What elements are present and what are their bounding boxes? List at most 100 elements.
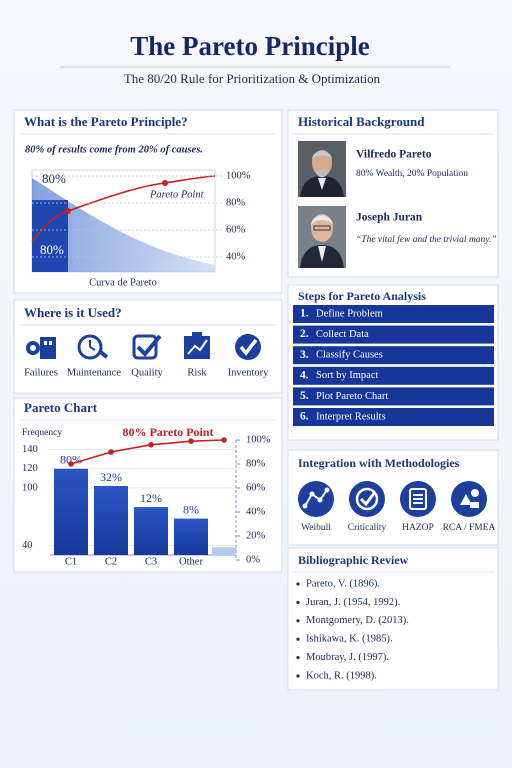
bullet xyxy=(296,582,300,586)
bar xyxy=(174,518,208,555)
method-label: Criticality xyxy=(348,523,387,533)
icon-hazop xyxy=(400,481,436,517)
reference: Koch, R. (1998). xyxy=(306,670,377,681)
step-number: 4. xyxy=(300,369,309,381)
card-title: What is the Pareto Principle? xyxy=(24,114,188,129)
step-number: 2. xyxy=(300,328,309,340)
bullet xyxy=(296,600,300,605)
x-tick-label: C3 xyxy=(145,556,157,567)
step-label: Define Problem xyxy=(316,308,383,319)
bar-label: 12% xyxy=(140,491,162,505)
bar xyxy=(94,486,128,555)
y2-tick-label: 60% xyxy=(246,482,266,493)
area xyxy=(32,178,215,272)
step-row xyxy=(293,305,494,323)
step-row xyxy=(293,325,494,344)
cumulative-curve xyxy=(31,175,216,243)
use-label: Inventory xyxy=(228,367,270,378)
y2-tick-label: 100% xyxy=(246,434,271,445)
label: 80% xyxy=(40,242,64,257)
y-tick-label: 100 xyxy=(22,482,38,493)
icon-criticality xyxy=(349,481,385,517)
y2-tick-label: 80% xyxy=(246,458,266,469)
label-group: Weibull Criticality HAZOP RCA / FMEA xyxy=(301,523,495,533)
step-label: Plot Pareto Chart xyxy=(316,391,388,402)
tick-label: 80% xyxy=(226,197,246,208)
bar xyxy=(54,468,88,555)
x-tick-label: C1 xyxy=(65,556,77,567)
card-title: Where is it Used? xyxy=(24,305,122,320)
step-number: 6. xyxy=(300,411,309,423)
person-text: “The vital few and the trivial many.” xyxy=(356,234,497,245)
cumulative-marker xyxy=(68,461,74,467)
y2-tick-label: 20% xyxy=(246,530,266,541)
marker xyxy=(65,208,71,214)
use-label: Failures xyxy=(24,367,58,378)
statement: 80% of results come from 20% of causes. xyxy=(25,144,203,155)
card-title: Historical Background xyxy=(298,114,425,129)
portrait xyxy=(298,141,346,197)
label: 80% xyxy=(42,171,66,186)
portrait xyxy=(298,206,346,268)
step-label: Interpret Results xyxy=(316,411,386,422)
marker xyxy=(162,180,168,186)
y-tick-label: 40 xyxy=(22,540,33,551)
caption: Curva de Pareto xyxy=(89,277,157,288)
method-label: RCA / FMEA xyxy=(443,523,496,533)
reference: Montgomery, D. (2013). xyxy=(306,615,409,626)
step-row xyxy=(293,387,494,406)
icon-risk xyxy=(184,332,210,359)
curve-chart: 80% Pareto Point 80% 100% 80% 60% 40% xyxy=(31,169,251,273)
cumulative-marker xyxy=(188,438,194,445)
tick-label: 100% xyxy=(226,170,251,181)
cumulative-marker xyxy=(148,442,154,448)
icon-weibull xyxy=(298,481,334,517)
bullet xyxy=(296,619,300,623)
use-label: Quality xyxy=(131,367,163,378)
icon-maintenance xyxy=(77,334,109,360)
card-title: Bibliographic Review xyxy=(298,553,409,567)
reference: Pareto, V. (1896). xyxy=(306,578,380,589)
bar xyxy=(134,507,168,555)
person-text: 80% Wealth, 20% Population xyxy=(356,169,468,179)
annotation: 80% Pareto Point xyxy=(122,425,213,439)
label-group: Failures Maintenance Quality Risk Inventory xyxy=(24,367,269,378)
x-tick-label: C2 xyxy=(105,556,117,567)
person-name: Vilfredo Pareto xyxy=(356,149,432,161)
bar-label: 8% xyxy=(183,502,199,516)
cumulative-marker xyxy=(221,437,227,443)
card-title: Integration with Methodologies xyxy=(298,456,460,470)
icon-inventory xyxy=(235,334,261,360)
icon-failures xyxy=(26,337,56,359)
reference: Juran, J. (1954, 1992). xyxy=(306,597,400,608)
page-subtitle: The 80/20 Rule for Prioritization & Opti… xyxy=(124,71,381,86)
method-label: HAZOP xyxy=(402,523,434,533)
tick-label: 40% xyxy=(226,251,246,262)
bullet xyxy=(296,656,300,660)
step-label: Collect Data xyxy=(316,329,369,340)
reference: Ishikawa, K. (1985). xyxy=(306,634,393,645)
axis-label: Frequency xyxy=(22,428,62,438)
person-name: Joseph Juran xyxy=(356,212,423,224)
y2-tick-label: 40% xyxy=(246,506,266,517)
reference: Moubray, J. (1997). xyxy=(306,652,389,663)
use-label: Risk xyxy=(187,367,207,378)
method-label: Weibull xyxy=(301,523,331,533)
pareto-chart: Frequency 80% Pareto Point 140 120 100 40 100%… xyxy=(22,425,271,568)
tick-label: 60% xyxy=(226,224,246,235)
y2-tick-label: 0% xyxy=(246,554,260,565)
label: Pareto Point xyxy=(149,189,205,200)
card-title: Pareto Chart xyxy=(24,400,98,415)
step-number: 3. xyxy=(300,349,309,361)
step-label: Classify Causes xyxy=(316,350,383,361)
step-row xyxy=(293,346,494,365)
bar-label: 32% xyxy=(100,470,122,484)
bar xyxy=(212,547,236,555)
bullet xyxy=(296,674,300,678)
card-title: Steps for Pareto Analysis xyxy=(298,289,426,303)
steps-list: 1. Define Problem 2. Collect Data 3. Classify… xyxy=(293,305,494,426)
highlight-area xyxy=(32,200,68,272)
x-tick-label: Other xyxy=(179,556,203,567)
step-row xyxy=(293,408,494,426)
